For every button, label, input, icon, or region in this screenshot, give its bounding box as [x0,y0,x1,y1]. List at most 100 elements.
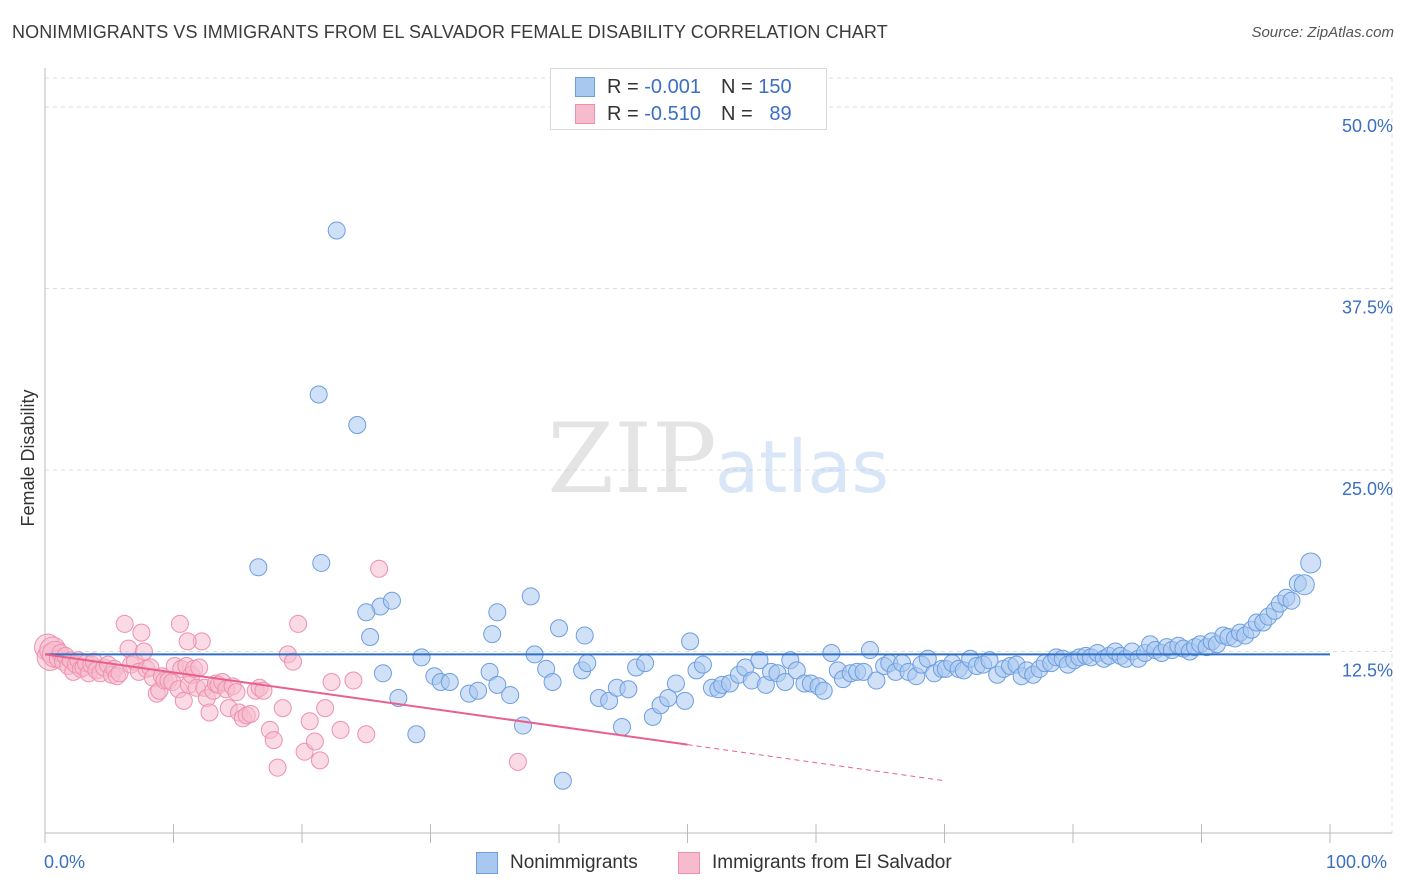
nonimmigrant-point [550,619,568,638]
n-label: N = [720,102,753,125]
nonimmigrant-point [312,553,331,572]
nonimmigrant-point [488,675,507,694]
pink-swatch [678,852,700,874]
immigrant-point [115,614,134,633]
nonimmigrant-point [514,716,533,735]
nonimmigrant-point [867,671,886,690]
nonimmigrant-point [348,416,367,435]
watermark-atlas: atlas [715,425,889,509]
nonimmigrant-point [1300,552,1322,574]
x-tick-label-min: 0.0% [44,852,86,872]
nonimmigrant-point [309,385,328,404]
nonimmigrant-point [693,655,712,674]
immigrant-point [310,751,329,770]
immigrant-point [264,731,283,750]
immigrant-point [289,614,308,633]
nonimmigrant-point [553,771,572,790]
series-immigrants-el-salvador-points [34,559,527,777]
pink-swatch [575,104,595,124]
r-label: R = [607,75,639,98]
nonimmigrant-point [327,221,346,240]
r-value: -0.001 [644,75,701,98]
nonimmigrant-point [357,603,376,622]
chart-source: Source: ZipAtlas.com [1251,24,1394,41]
stats-row-immigrants: R = -0.510 N = 89 [575,102,792,126]
r-label: R = [607,102,639,125]
nonimmigrant-point [440,673,459,691]
immigrant-trend-line [44,653,688,746]
nonimmigrant-point [750,651,769,670]
immigrant-point [227,683,246,702]
nonimmigrant-point [469,681,488,700]
nonimmigrant-point [412,648,431,667]
immigrant-point [284,652,303,671]
immigrant-point [322,673,341,691]
immigrant-point [344,671,363,690]
nonimmigrant-point [822,643,841,662]
legend-item-immigrants: Immigrants from El Salvador [678,852,952,874]
watermark-zip: ZIP [547,403,716,515]
nonimmigrant-point [675,691,694,710]
immigrant-point [241,704,260,723]
nonimmigrant-point [860,641,879,660]
nonimmigrant-point [776,673,795,691]
legend-label: Immigrants from El Salvador [712,852,952,873]
trend-lines [44,653,1330,782]
n-label: N = [720,75,753,98]
nonimmigrant-point [501,686,520,705]
legend-label: Nonimmigrants [510,852,638,873]
y-tick-label: 37.5% [1342,298,1393,318]
axes [44,68,1392,843]
nonimmigrant-point [1282,591,1301,610]
immigrant-trend-line-extension [687,744,945,782]
y-tick-label: 25.0% [1342,479,1393,499]
y-axis-label: Female Disability [18,389,38,526]
nonimmigrant-point [636,654,655,673]
nonimmigrant-point [483,625,502,644]
immigrant-point [200,703,219,722]
immigrant-point [331,720,350,739]
y-tick-label: 50.0% [1342,116,1393,136]
immigrant-point [178,632,197,651]
chart-title: NONIMMIGRANTS VS IMMIGRANTS FROM EL SALV… [12,22,888,42]
nonimmigrant-point [578,654,597,673]
nonimmigrant-point [407,725,426,744]
nonimmigrant-point [612,718,631,737]
y-tick-labels: 12.5% 25.0% 37.5% 50.0% [1342,116,1393,680]
nonimmigrant-point [854,662,873,681]
nonimmigrant-point [249,558,268,577]
nonimmigrant-point [521,587,540,606]
immigrant-point [316,699,335,718]
nonimmigrant-point [389,688,408,707]
n-value: 150 [758,75,792,98]
immigrant-point [268,758,287,777]
immigrant-point [370,559,389,578]
stats-legend: R = -0.001 N = 150 R = -0.510 N = 89 [550,68,827,130]
immigrant-point [134,642,153,661]
immigrant-point [508,752,527,771]
x-tick-label-max: 100.0% [1326,852,1388,872]
immigrant-point [170,614,189,633]
immigrant-point [190,658,209,677]
series-legend: Nonimmigrants Immigrants from El Salvado… [0,852,1406,878]
immigrant-point [273,699,292,718]
nonimmigrant-point [619,680,638,699]
legend-item-nonimmigrants: Nonimmigrants [476,852,638,874]
immigrant-point [305,732,324,751]
nonimmigrant-point [1293,574,1315,596]
n-value: 89 [769,102,792,125]
immigrant-point [132,623,151,642]
nonimmigrant-point [814,681,833,700]
nonimmigrant-point [373,664,392,683]
nonimmigrant-point [681,632,700,651]
blue-swatch [476,852,498,874]
stats-row-nonimmigrants: R = -0.001 N = 150 [575,75,792,99]
nonimmigrant-point [666,674,685,693]
nonimmigrant-point [980,651,999,670]
nonimmigrant-point [361,627,380,646]
nonimmigrant-point [543,673,562,691]
series-nonimmigrants-points [249,221,1322,790]
r-value: -0.510 [644,102,701,125]
y-tick-label: 12.5% [1342,661,1393,681]
